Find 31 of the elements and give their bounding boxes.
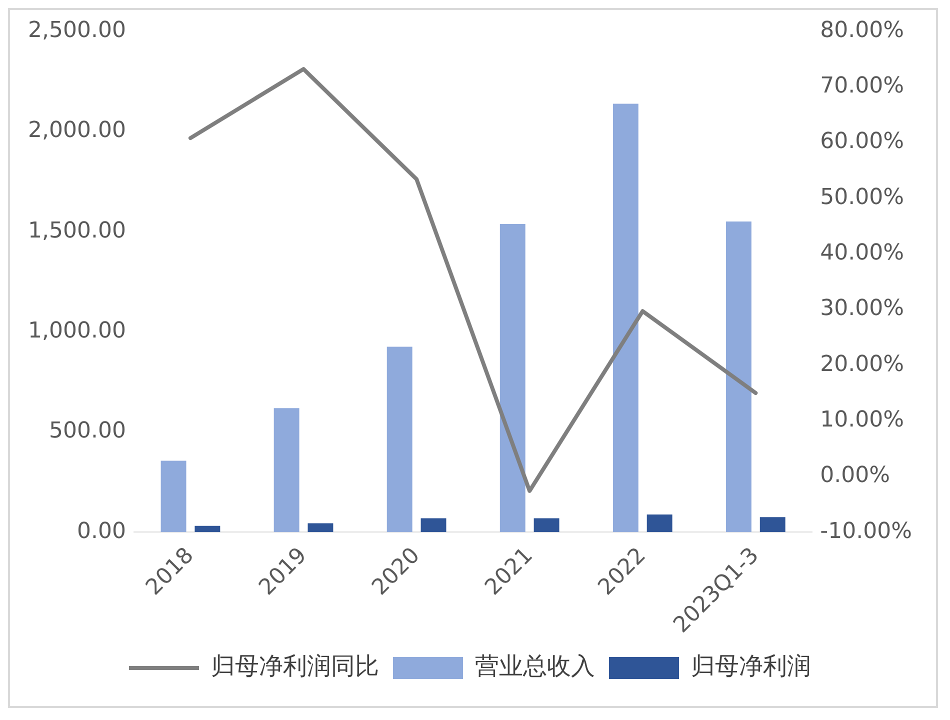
y2-tick-label: 10.00%	[820, 408, 904, 432]
bar	[274, 408, 300, 532]
bar	[534, 518, 560, 532]
bar	[194, 526, 220, 532]
y-tick-label: 1,500.00	[28, 218, 126, 244]
bar	[308, 523, 334, 532]
y2-tick-label: 50.00%	[820, 184, 904, 210]
bar	[160, 460, 186, 532]
legend-label: 归母净利润	[691, 652, 811, 680]
y2-tick-label: 20.00%	[820, 352, 904, 377]
bar	[646, 514, 672, 532]
y-tick-label: 500.00	[48, 418, 126, 444]
bar	[500, 224, 526, 532]
y-tick-label: 1,000.00	[28, 318, 126, 344]
y2-tick-label: 30.00%	[820, 296, 904, 322]
bar	[612, 104, 638, 532]
y2-tick-label: -10.00%	[820, 518, 912, 544]
bar	[726, 222, 752, 532]
legend-label: 营业总收入	[475, 652, 595, 680]
y-tick-label: 2,000.00	[28, 118, 126, 144]
legend-label: 归母净利润同比	[211, 652, 379, 680]
bar	[760, 517, 786, 532]
y2-tick-label: 0.00%	[820, 463, 890, 488]
bar	[420, 518, 446, 532]
y2-tick-label: 80.00%	[820, 18, 904, 43]
y2-tick-label: 40.00%	[820, 240, 904, 266]
y-tick-label: 0.00	[76, 518, 126, 544]
y2-tick-label: 70.00%	[820, 74, 904, 99]
y2-tick-label: 60.00%	[820, 129, 904, 154]
y-tick-label: 2,500.00	[28, 18, 126, 43]
bar	[386, 346, 412, 532]
